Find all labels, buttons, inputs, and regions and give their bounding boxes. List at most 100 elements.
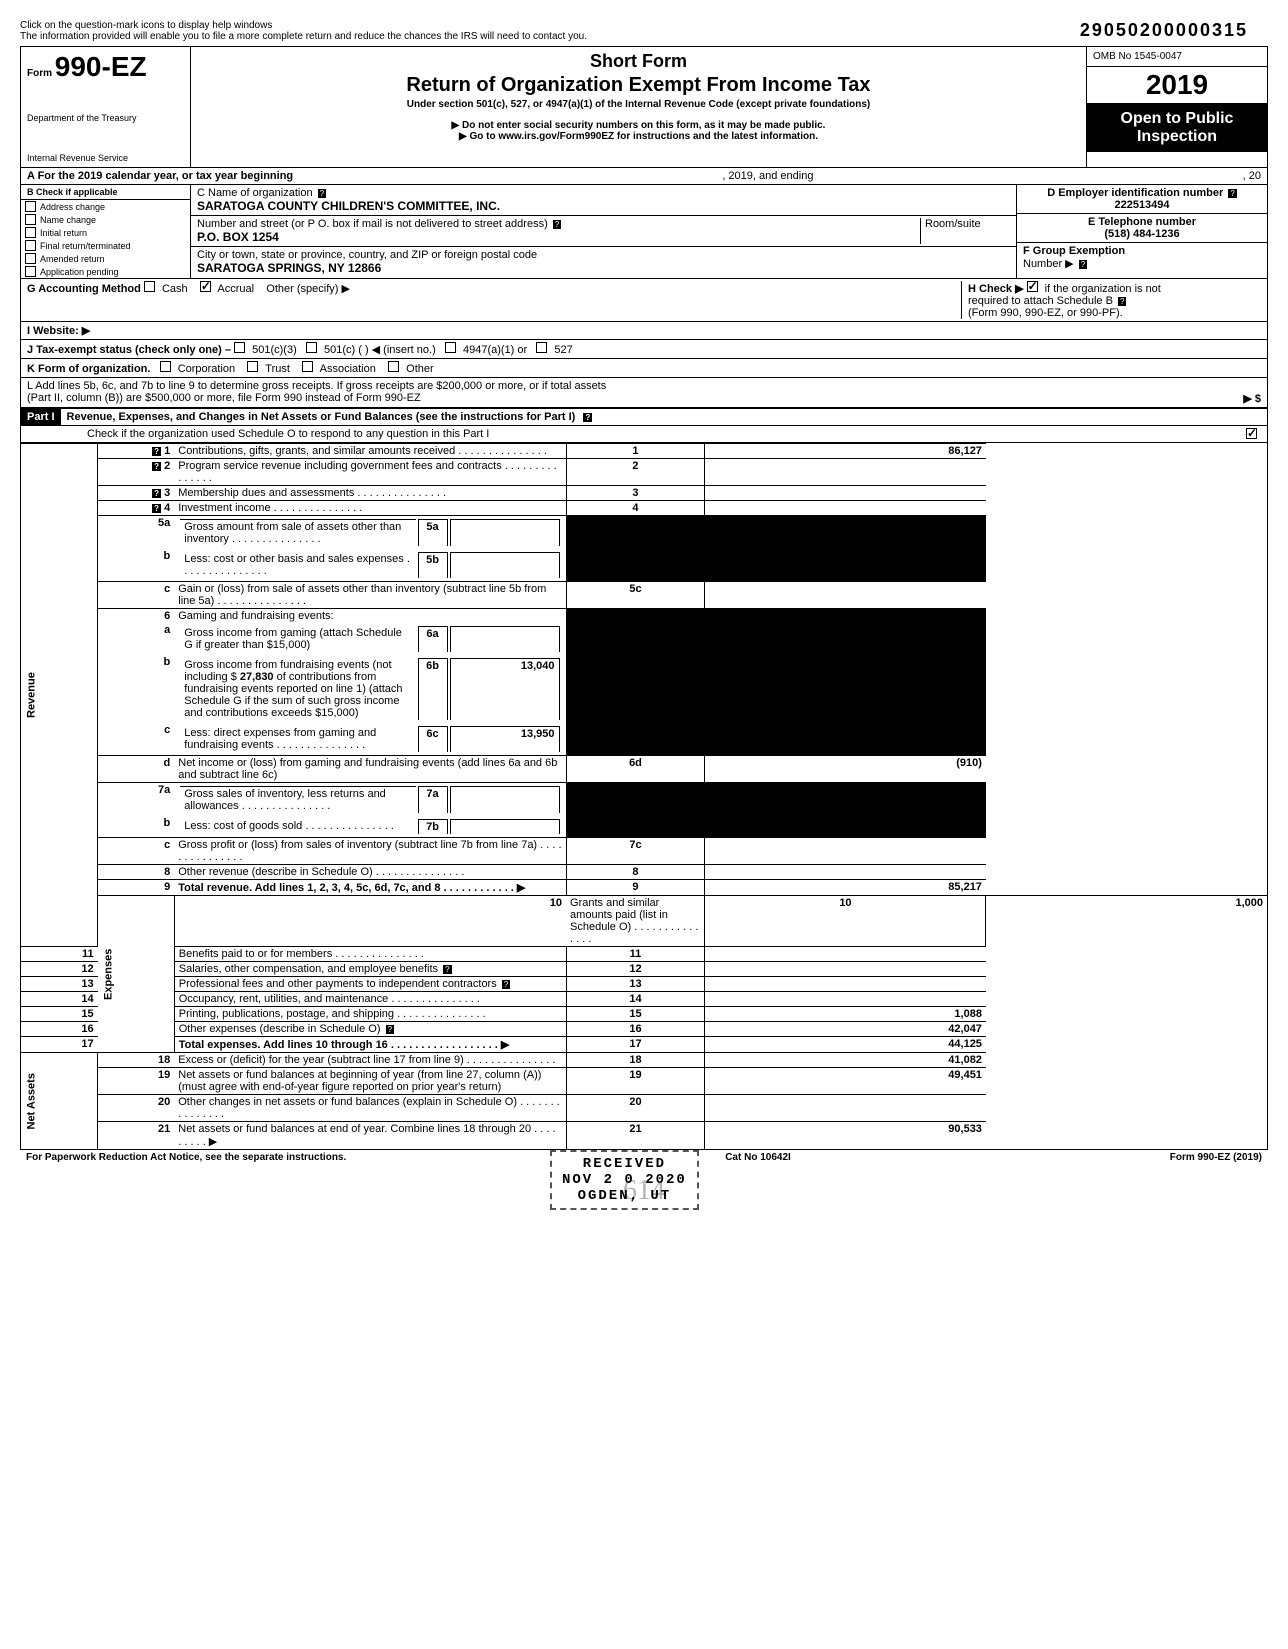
- line11-amt: [705, 947, 986, 962]
- check-amended[interactable]: [25, 253, 36, 264]
- line12-amt: [705, 962, 986, 977]
- help-icon[interactable]: ?: [152, 462, 161, 471]
- h-text3: (Form 990, 990-EZ, or 990-PF).: [968, 307, 1123, 319]
- part1-label: Part I: [21, 409, 61, 425]
- check-assoc[interactable]: [302, 361, 313, 372]
- check-address-change[interactable]: [25, 201, 36, 212]
- line-no: 7a: [98, 783, 175, 817]
- grey-cell: [705, 816, 986, 838]
- line-no: 13: [21, 977, 98, 992]
- line9-desc: Total revenue. Add lines 1, 2, 3, 4, 5c,…: [174, 880, 566, 896]
- help-icon[interactable]: ?: [1118, 297, 1126, 306]
- line5c-amt: [705, 582, 986, 609]
- telephone: (518) 484-1236: [1104, 228, 1179, 240]
- help-icon[interactable]: ?: [553, 220, 561, 229]
- revenue-label: Revenue: [21, 444, 98, 947]
- form-number: 990-EZ: [55, 51, 147, 82]
- check-final-return[interactable]: [25, 240, 36, 251]
- help-icon[interactable]: ?: [1228, 189, 1236, 198]
- section-b: B Check if applicable Address change Nam…: [21, 185, 191, 278]
- h-text2: required to attach Schedule B: [968, 295, 1113, 307]
- check-accrual[interactable]: [200, 281, 211, 292]
- line15-box: 15: [566, 1007, 705, 1022]
- check-app-pending[interactable]: [25, 266, 36, 277]
- line16-box: 16: [566, 1022, 705, 1037]
- grey-cell: [705, 549, 986, 582]
- line-no: 3: [164, 487, 170, 499]
- line17-box: 17: [566, 1037, 705, 1053]
- check-schedule-b[interactable]: [1027, 281, 1038, 292]
- l7b-mamt: [450, 819, 560, 834]
- part1-header: Part I Revenue, Expenses, and Changes in…: [21, 408, 1267, 426]
- line-no: a: [98, 623, 175, 655]
- help-icon[interactable]: ?: [502, 980, 510, 989]
- received-text: RECEIVED: [562, 1156, 687, 1172]
- line-no: 14: [21, 992, 98, 1007]
- check-name-change[interactable]: [25, 214, 36, 225]
- line-no: 11: [21, 947, 98, 962]
- line13-desc: Professional fees and other payments to …: [174, 977, 566, 992]
- check-527[interactable]: [536, 342, 547, 353]
- city-label: City or town, state or province, country…: [197, 249, 537, 261]
- group-exempt-label: F Group Exemption: [1023, 245, 1125, 257]
- line-no: 21: [98, 1122, 175, 1150]
- check-initial-return[interactable]: [25, 227, 36, 238]
- part1-title: Revenue, Expenses, and Changes in Net As…: [61, 409, 582, 425]
- l-text1: L Add lines 5b, 6c, and 7b to line 9 to …: [27, 380, 1261, 392]
- line13-amt: [705, 977, 986, 992]
- line19-desc: Net assets or fund balances at beginning…: [174, 1068, 566, 1095]
- no-ssn-warning: ▶ Do not enter social security numbers o…: [197, 120, 1080, 131]
- grey-cell: [705, 723, 986, 756]
- help-icon[interactable]: ?: [1079, 260, 1087, 269]
- help-icon[interactable]: ?: [386, 1025, 394, 1034]
- line-no: 5a: [98, 516, 175, 550]
- line-a-end: , 20: [1243, 170, 1261, 182]
- grey-cell: [566, 816, 705, 838]
- check-corp[interactable]: [160, 361, 171, 372]
- line11-box: 11: [566, 947, 705, 962]
- check-other-org[interactable]: [388, 361, 399, 372]
- help-icon[interactable]: ?: [152, 489, 161, 498]
- help-icon[interactable]: ?: [583, 413, 592, 422]
- l5b-mbox: 5b: [418, 552, 448, 578]
- line21-box: 21: [566, 1122, 705, 1150]
- check-501c3[interactable]: [234, 342, 245, 353]
- line6d-desc: Net income or (loss) from gaming and fun…: [174, 756, 566, 783]
- l5a-mamt: [450, 519, 560, 546]
- line8-amt: [705, 865, 986, 880]
- help-icon[interactable]: ?: [318, 189, 326, 198]
- line3-desc: Membership dues and assessments: [174, 486, 566, 501]
- check-schedule-o[interactable]: [1246, 428, 1257, 439]
- help-icon[interactable]: ?: [152, 447, 161, 456]
- grey-cell: [705, 783, 986, 817]
- line-no: 17: [21, 1037, 98, 1053]
- line15-amt: 1,088: [705, 1007, 986, 1022]
- lines-table: Revenue ? 1 Contributions, gifts, grants…: [21, 443, 1267, 1149]
- line16-desc: Other expenses (describe in Schedule O) …: [174, 1022, 566, 1037]
- help-icon[interactable]: ?: [443, 965, 451, 974]
- line-no: 19: [98, 1068, 175, 1095]
- check-cash[interactable]: [144, 281, 155, 292]
- grey-cell: [566, 783, 705, 817]
- help-icon[interactable]: ?: [152, 504, 161, 513]
- line2-desc: Program service revenue including govern…: [174, 459, 566, 486]
- line6-desc: Gaming and fundraising events:: [174, 609, 566, 624]
- line4-amt: [705, 501, 986, 516]
- line14-desc: Occupancy, rent, utilities, and maintena…: [174, 992, 566, 1007]
- line18-amt: 41,082: [705, 1053, 986, 1068]
- page-stamp: 29050200000315: [1080, 20, 1248, 41]
- label-corp: Corporation: [178, 363, 235, 375]
- check-501c[interactable]: [306, 342, 317, 353]
- check-trust[interactable]: [247, 361, 258, 372]
- part1-check-text: Check if the organization used Schedule …: [27, 428, 489, 440]
- l7a-text: Gross sales of inventory, less returns a…: [180, 786, 415, 813]
- line4-box: 4: [566, 501, 705, 516]
- l7a-mamt: [450, 786, 560, 813]
- k-label: K Form of organization.: [27, 363, 150, 375]
- grey-cell: [566, 516, 705, 550]
- check-4947[interactable]: [445, 342, 456, 353]
- room-label: Room/suite: [925, 218, 981, 230]
- line10-amt: 1,000: [986, 896, 1267, 947]
- label-trust: Trust: [265, 363, 290, 375]
- line5c-desc: Gain or (loss) from sale of assets other…: [174, 582, 566, 609]
